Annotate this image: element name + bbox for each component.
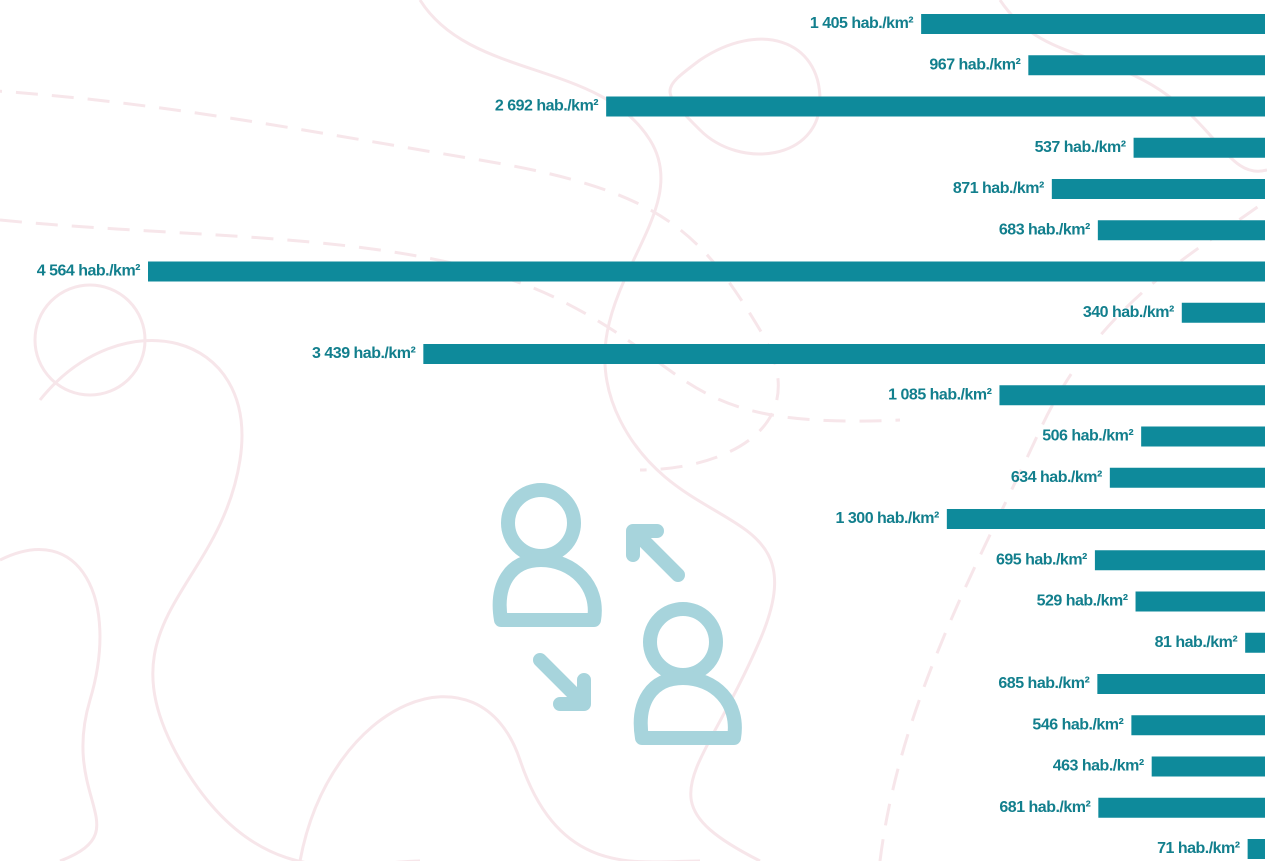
people-icon	[492, 483, 742, 745]
bar	[606, 96, 1265, 117]
bar	[999, 385, 1265, 406]
value-label: 3 439 hab./km²	[312, 345, 415, 362]
bar	[1181, 302, 1265, 323]
bar	[1094, 550, 1265, 571]
bar	[1051, 179, 1265, 199]
bar	[946, 509, 1265, 529]
value-label: 695 hab./km²	[996, 551, 1087, 568]
bar	[1109, 467, 1265, 488]
value-label: 967 hab./km²	[929, 56, 1020, 73]
value-label: 463 hab./km²	[1053, 758, 1144, 775]
value-label: 4 564 hab./km²	[37, 263, 140, 280]
bar	[921, 14, 1265, 34]
bar	[1133, 137, 1265, 158]
value-label: 529 hab./km²	[1037, 593, 1128, 610]
value-label: 871 hab./km²	[953, 180, 1044, 197]
bar	[423, 344, 1266, 364]
value-label: 681 hab./km²	[999, 799, 1090, 816]
value-label: 1 405 hab./km²	[810, 15, 913, 32]
value-label: 2 692 hab./km²	[495, 98, 598, 115]
value-label: 546 hab./km²	[1032, 716, 1123, 733]
bar	[1131, 715, 1265, 736]
value-label: 340 hab./km²	[1083, 304, 1174, 321]
bar	[1151, 756, 1265, 777]
value-label: 683 hab./km²	[999, 221, 1090, 238]
value-label: 81 hab./km²	[1155, 634, 1238, 651]
value-label: 685 hab./km²	[998, 675, 1089, 692]
bar	[1141, 426, 1265, 447]
bar	[148, 261, 1265, 282]
value-label: 537 hab./km²	[1035, 139, 1126, 156]
value-label: 634 hab./km²	[1011, 469, 1102, 486]
bar	[1097, 220, 1265, 241]
bar	[1028, 55, 1265, 76]
value-label: 71 hab./km²	[1157, 840, 1240, 857]
bar	[1135, 591, 1265, 612]
bar	[1098, 797, 1265, 818]
value-label: 1 085 hab./km²	[888, 386, 991, 403]
bar	[1245, 632, 1265, 653]
bar	[1247, 839, 1265, 859]
value-label: 1 300 hab./km²	[836, 510, 939, 527]
bar	[1097, 674, 1265, 694]
value-label: 506 hab./km²	[1042, 428, 1133, 445]
